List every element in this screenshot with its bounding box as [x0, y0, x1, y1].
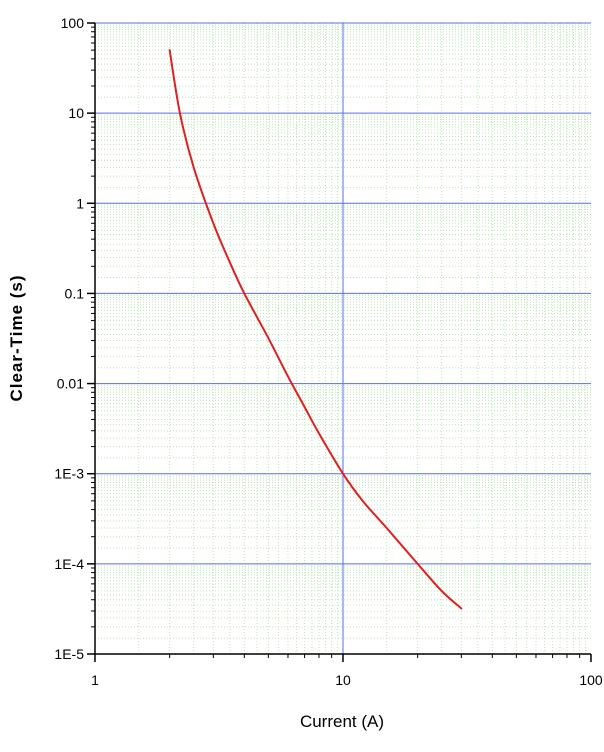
x-ticks: 1 10 100 [91, 654, 603, 688]
y-tick-label: 0.01 [57, 376, 84, 392]
x-axis-label: Current (A) [300, 712, 384, 731]
x-tick-label: 10 [335, 672, 351, 688]
y-tick-label: 1E-4 [54, 556, 84, 572]
major-grid [95, 22, 591, 654]
y-tick-label: 1E-5 [54, 646, 84, 662]
minor-grid [95, 23, 591, 654]
x-tick-label: 100 [579, 672, 603, 688]
series-layer [168, 49, 463, 610]
series-line [168, 49, 463, 610]
y-tick-label: 100 [61, 15, 85, 31]
y-tick-label: 1E-3 [54, 466, 84, 482]
y-tick-label: 0.1 [65, 285, 85, 301]
y-tick-label: 10 [68, 105, 84, 121]
y-tick-label: 1 [76, 195, 84, 211]
y-ticks: 1E-5 1E-4 1E-3 0.01 0.1 1 10 100 [54, 15, 95, 662]
y-axis-label: Clear-Time (s) [7, 274, 26, 401]
x-tick-label: 1 [91, 672, 99, 688]
